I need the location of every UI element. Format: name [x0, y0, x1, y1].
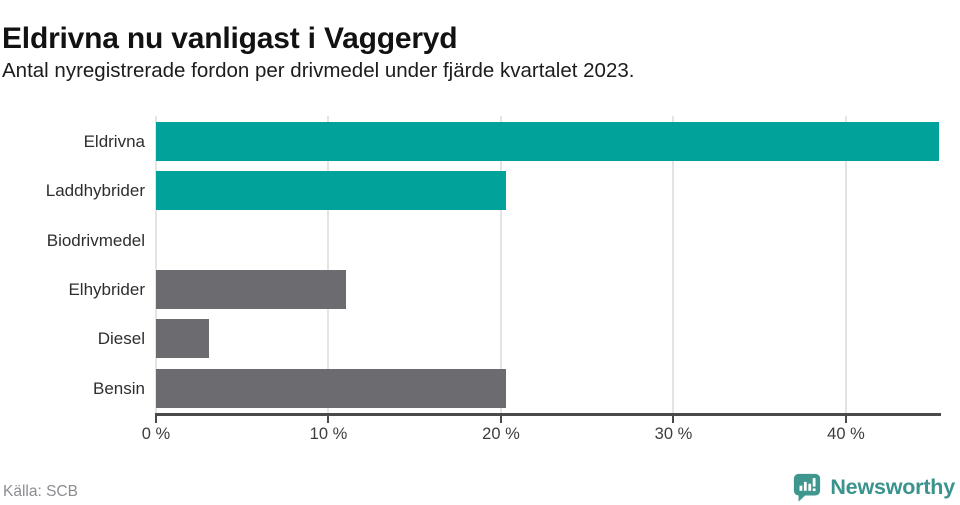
bar — [156, 171, 507, 211]
bar — [156, 368, 507, 408]
x-axis-tick — [672, 416, 675, 423]
x-axis-tick — [499, 416, 502, 423]
category-label: Laddhybrider — [45, 181, 145, 201]
plot-area — [155, 116, 940, 413]
x-axis-tick-label: 40 % — [827, 425, 865, 443]
gridline — [844, 116, 847, 413]
newsworthy-logo: Newsworthy — [792, 472, 955, 503]
bar — [156, 122, 940, 161]
newsworthy-chart-bubble-icon — [794, 473, 821, 502]
x-axis-tick — [327, 416, 330, 423]
x-axis-tick — [844, 416, 847, 423]
category-label: Bensin — [93, 378, 145, 398]
source-label: Källa: SCB — [3, 483, 78, 500]
newsworthy-wordmark: Newsworthy — [830, 475, 955, 499]
gridline — [155, 116, 157, 413]
chart-subtitle: Antal nyregistrerade fordon per drivmede… — [2, 59, 635, 82]
x-axis-tick — [155, 416, 157, 423]
category-label: Elhybrider — [68, 280, 145, 299]
bar — [156, 319, 210, 359]
gridline — [499, 116, 502, 413]
gridline — [672, 116, 675, 413]
category-label: Biodrivmedel — [46, 230, 145, 250]
gridline — [327, 116, 330, 413]
chart-title: Eldrivna nu vanligast i Vaggeryd — [2, 22, 458, 56]
x-axis-tick-label: 20 % — [482, 425, 520, 443]
x-axis-tick-label: 30 % — [654, 425, 693, 443]
x-axis-tick-label: 10 % — [309, 425, 348, 443]
bar-chart: Eldrivna nu vanligast i Vaggeryd Antal n… — [0, 22, 941, 456]
category-label: Diesel — [97, 329, 145, 349]
category-labels: Eldrivna Laddhybrider Biodrivmedel Elhybrid… — [0, 117, 145, 413]
bar — [156, 270, 346, 309]
x-axis-tick-label: 0 % — [141, 425, 171, 443]
x-axis-line — [155, 413, 941, 416]
category-label: Eldrivna — [83, 132, 145, 151]
x-axis: 0 % 10 % 20 % 30 % 40 % — [142, 416, 940, 456]
